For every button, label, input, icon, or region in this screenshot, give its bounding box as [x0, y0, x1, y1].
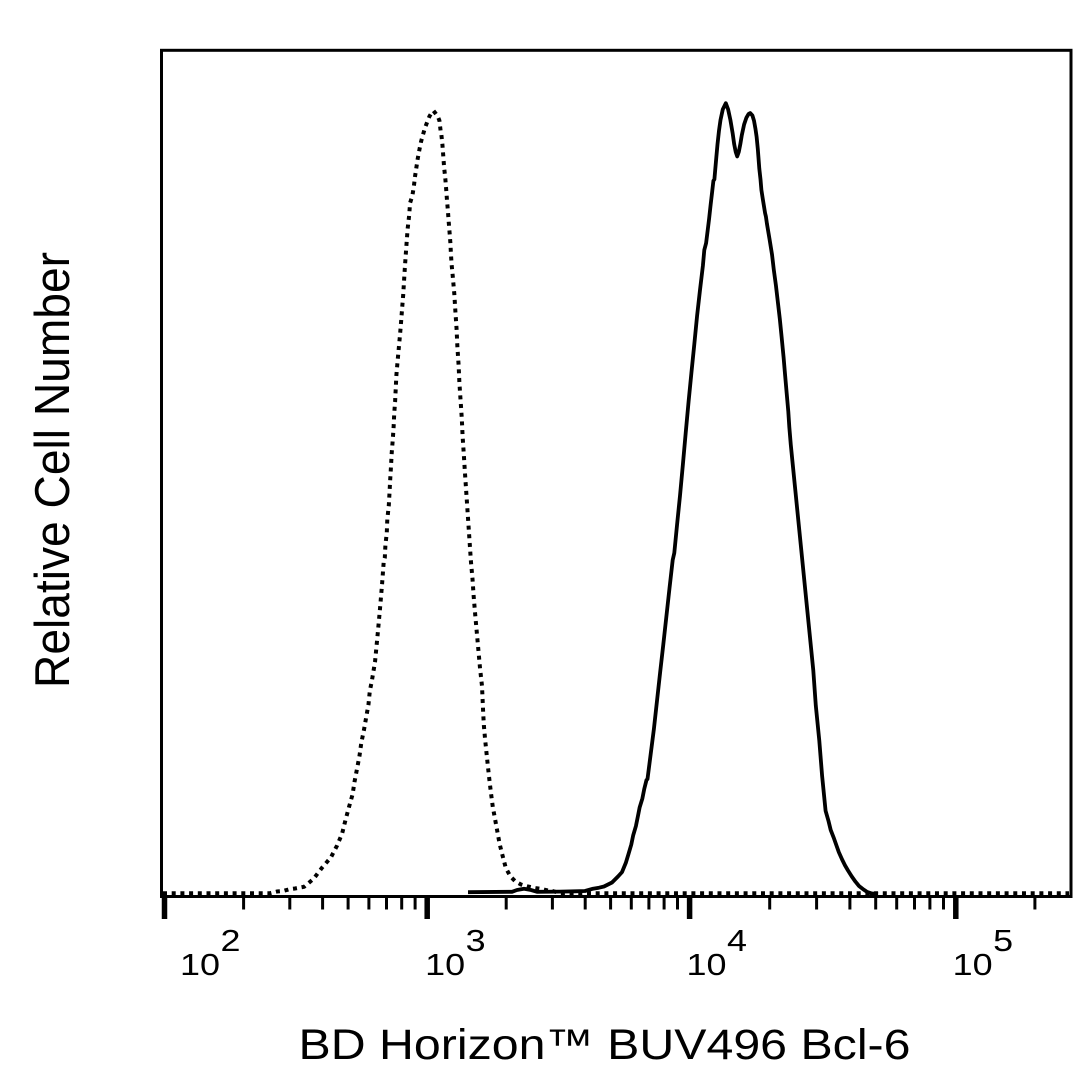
svg-text:10: 10 — [180, 947, 220, 982]
svg-text:4: 4 — [727, 923, 747, 958]
svg-text:10: 10 — [425, 947, 465, 982]
svg-text:10: 10 — [687, 947, 727, 982]
svg-text:BD Horizon™ BUV496 Bcl-6: BD Horizon™ BUV496 Bcl-6 — [299, 1021, 911, 1069]
svg-text:5: 5 — [993, 923, 1013, 958]
svg-text:Relative Cell Number: Relative Cell Number — [26, 252, 80, 688]
svg-text:2: 2 — [221, 923, 241, 958]
svg-text:10: 10 — [953, 947, 993, 982]
svg-text:3: 3 — [466, 923, 486, 958]
